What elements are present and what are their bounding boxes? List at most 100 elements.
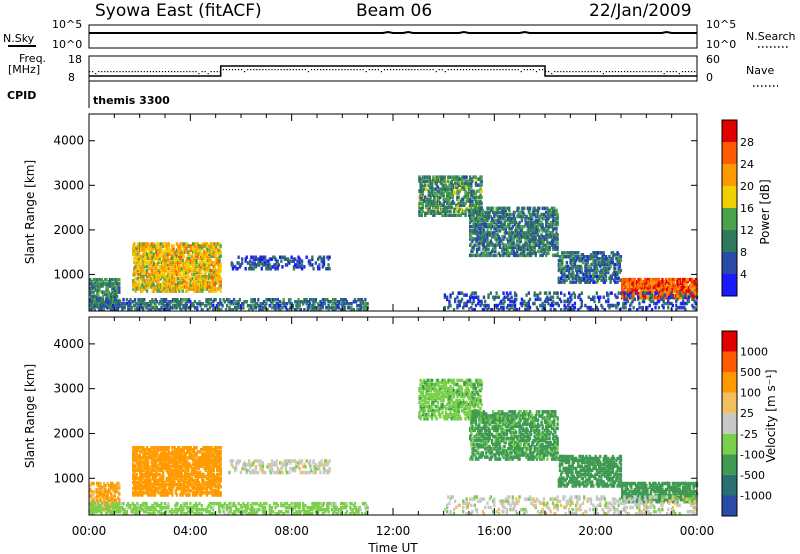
power-cell	[573, 264, 577, 269]
power-cell	[614, 303, 617, 308]
power-cell	[443, 293, 446, 297]
power-cell	[166, 275, 169, 279]
power-cell	[196, 250, 199, 254]
power-cell	[210, 272, 213, 277]
power-cell	[180, 254, 183, 259]
velocity-cell	[97, 494, 100, 498]
power-cell	[279, 304, 282, 308]
power-cell	[527, 299, 530, 304]
power-cell	[442, 211, 445, 215]
power-cell	[281, 255, 284, 259]
power-cell	[449, 193, 452, 197]
nave-point	[101, 71, 103, 73]
power-cell	[477, 225, 480, 229]
power-cell	[557, 303, 560, 308]
power-cell	[444, 211, 448, 215]
power-cell	[625, 279, 628, 284]
power-cell	[511, 299, 514, 304]
power-cell	[230, 263, 233, 267]
velocity-cell	[135, 480, 138, 485]
power-cell	[571, 258, 574, 263]
power-cell	[197, 277, 200, 281]
power-cell	[166, 260, 169, 265]
power-cell	[587, 295, 590, 299]
power-cell	[475, 223, 479, 227]
nave-point	[675, 71, 677, 73]
power-cell	[469, 225, 472, 229]
power-cell	[179, 279, 182, 283]
power-cell	[195, 252, 198, 256]
power-cell	[449, 187, 452, 191]
power-cell	[196, 242, 199, 246]
power-cell	[479, 199, 482, 203]
power-cell	[594, 251, 597, 255]
power-cell	[570, 251, 573, 255]
power-cell	[489, 239, 492, 243]
power-cell	[599, 274, 602, 278]
nave-point	[596, 71, 598, 73]
power-cell	[322, 257, 326, 261]
power-cell	[440, 175, 443, 179]
power-cell	[229, 308, 232, 312]
power-cell	[97, 282, 100, 286]
power-cell	[540, 220, 543, 225]
power-cell	[581, 257, 585, 261]
power-cell	[469, 216, 472, 221]
power-cell	[444, 197, 448, 201]
power-cell	[492, 225, 495, 229]
power-cell	[118, 286, 121, 290]
power-cell	[545, 214, 548, 219]
power-cell	[164, 244, 167, 248]
power-cell	[469, 253, 472, 258]
power-cell	[691, 291, 694, 295]
power-cell	[446, 201, 449, 205]
power-cell	[428, 179, 431, 183]
power-cell	[270, 265, 274, 269]
power-cell	[353, 300, 357, 304]
power-cell	[588, 268, 592, 273]
power-cell	[216, 287, 219, 291]
power-cell	[505, 305, 509, 310]
power-cell	[623, 297, 626, 302]
power-cell	[143, 262, 146, 267]
power-cell	[566, 264, 570, 269]
power-cell	[171, 254, 174, 259]
power-cell	[216, 275, 219, 279]
power-cell	[530, 227, 533, 231]
power-cell	[142, 252, 145, 256]
power-cell	[208, 264, 211, 269]
power-cell	[420, 213, 423, 217]
power-cell	[458, 203, 461, 207]
power-cell	[116, 304, 119, 308]
power-cell	[198, 246, 202, 250]
power-cell	[637, 283, 640, 288]
velocity-cell	[92, 498, 95, 502]
power-cell	[539, 245, 542, 249]
nave-point	[487, 69, 489, 71]
power-cell	[137, 304, 140, 308]
power-cell	[614, 293, 617, 297]
power-cell	[171, 289, 174, 293]
power-cell	[428, 209, 431, 213]
power-cell	[528, 239, 532, 243]
power-cell	[455, 177, 458, 181]
power-cell	[433, 197, 436, 201]
power-cell	[189, 268, 192, 273]
nave-point	[149, 71, 151, 73]
velocity-cell	[118, 483, 121, 488]
power-cell	[428, 205, 431, 209]
power-cell	[471, 225, 474, 229]
power-cell	[157, 258, 160, 263]
power-cell	[427, 203, 430, 207]
power-cell	[480, 210, 483, 215]
nave-point	[371, 69, 373, 71]
power-cell	[141, 258, 144, 263]
power-cell	[262, 263, 266, 267]
power-cell	[148, 262, 151, 267]
power-cell	[168, 262, 172, 267]
power-cell	[100, 302, 103, 306]
power-cell	[174, 277, 177, 281]
power-cell	[474, 181, 478, 185]
power-cell	[447, 209, 450, 213]
power-cell	[180, 260, 183, 265]
